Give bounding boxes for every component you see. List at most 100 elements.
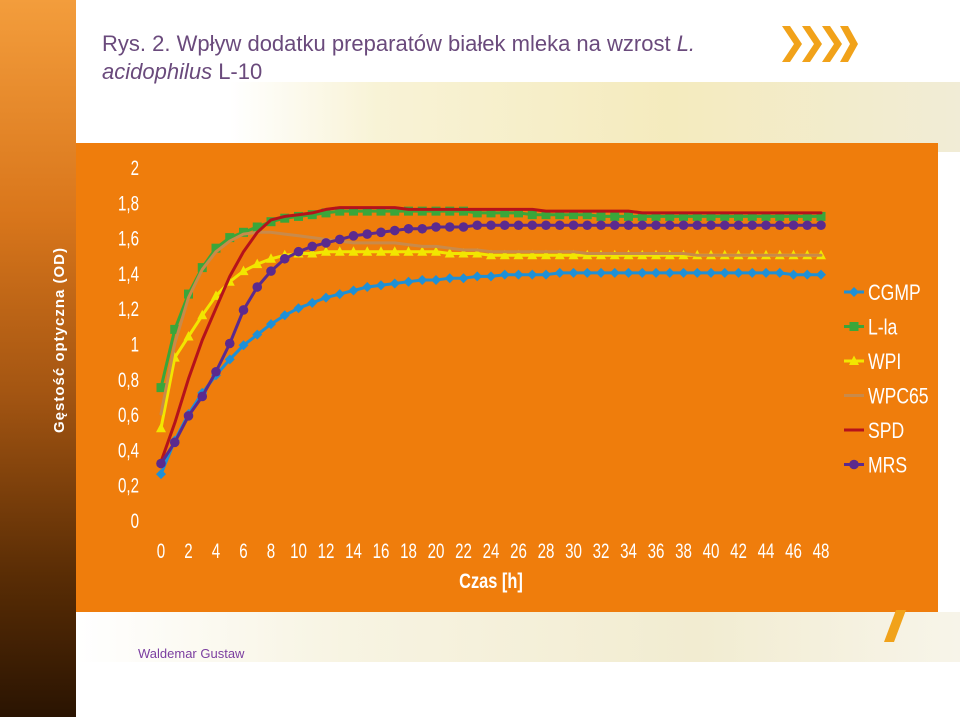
x-tick-label: 46 bbox=[785, 538, 802, 562]
x-tick-label: 38 bbox=[675, 538, 692, 562]
series-l-la-marker bbox=[582, 210, 592, 220]
legend-l-la-label: L-la bbox=[868, 316, 898, 340]
x-tick-label: 30 bbox=[565, 538, 582, 562]
series-wpi-marker bbox=[431, 246, 441, 256]
series-cgmp-marker bbox=[252, 329, 263, 340]
series-mrs-marker bbox=[692, 220, 703, 231]
series-cgmp-marker bbox=[417, 274, 428, 285]
title-strain: L-10 bbox=[212, 59, 263, 84]
series-cgmp-marker bbox=[279, 310, 290, 321]
series-l-la-marker bbox=[706, 211, 716, 221]
x-tick-label: 34 bbox=[620, 538, 637, 562]
series-cgmp-marker bbox=[596, 267, 606, 278]
series-l-la-marker bbox=[651, 211, 661, 221]
series-cgmp-marker bbox=[651, 267, 661, 278]
series-l-la-marker bbox=[802, 211, 812, 221]
series-wpi-marker bbox=[197, 309, 208, 320]
series-mrs-marker bbox=[403, 223, 414, 234]
x-axis-label: Czas [h] bbox=[459, 569, 523, 592]
corner-slash-icon bbox=[884, 610, 906, 642]
x-tick-label: 0 bbox=[157, 538, 165, 562]
series-l-la-marker bbox=[679, 211, 688, 221]
series-mrs-marker bbox=[541, 220, 551, 231]
series-mrs-marker bbox=[279, 253, 290, 264]
series-cgmp-marker bbox=[321, 292, 331, 303]
series-wpi-marker bbox=[472, 247, 483, 258]
series-mrs-marker bbox=[321, 238, 331, 248]
series-mrs-marker bbox=[733, 220, 744, 231]
series-l-la-marker bbox=[665, 211, 675, 221]
series-mrs-marker bbox=[568, 220, 579, 231]
series-spd-line bbox=[159, 206, 823, 464]
series-cgmp-marker bbox=[568, 267, 579, 278]
series-cgmp-marker bbox=[389, 278, 400, 289]
y-tick-label: 1,2 bbox=[118, 297, 139, 321]
series-mrs-marker bbox=[389, 225, 400, 236]
legend-wpc65-label: WPC65 bbox=[868, 385, 929, 409]
legend-mrs-marker bbox=[849, 459, 859, 470]
chevrons-logo-icon bbox=[782, 26, 858, 62]
series-cgmp-marker bbox=[788, 269, 799, 280]
series-mrs-marker bbox=[678, 220, 689, 231]
legend-wpi-marker bbox=[849, 355, 859, 365]
series-cgmp-marker bbox=[623, 267, 634, 278]
series-cgmp-marker bbox=[307, 297, 318, 308]
series-mrs-marker bbox=[472, 220, 483, 231]
series-l-la-marker bbox=[459, 206, 468, 216]
author-name: Waldemar Gustaw bbox=[138, 646, 245, 661]
series-l-la-marker bbox=[390, 206, 400, 216]
x-tick-label: 4 bbox=[212, 538, 220, 562]
series-l-la-marker bbox=[445, 206, 455, 216]
series-mrs-marker bbox=[637, 220, 648, 231]
series-wpi-marker bbox=[513, 249, 524, 260]
series-mrs-marker bbox=[183, 411, 194, 421]
series-cgmp-marker bbox=[458, 273, 469, 284]
series-mrs-marker bbox=[458, 222, 469, 232]
legend-spd-marker bbox=[850, 428, 858, 432]
series-l-la-marker bbox=[362, 206, 372, 216]
series-mrs-marker bbox=[706, 220, 716, 231]
series-mrs-marker bbox=[169, 437, 180, 448]
y-tick-label: 1,8 bbox=[118, 191, 139, 215]
series-l-la-marker bbox=[404, 206, 413, 216]
series-wpi-marker bbox=[348, 246, 359, 256]
series-cgmp-marker bbox=[582, 267, 593, 278]
x-tick-label: 44 bbox=[758, 538, 775, 562]
series-wpi-marker bbox=[183, 330, 194, 341]
series-cgmp-marker bbox=[499, 269, 510, 280]
series-mrs-marker bbox=[719, 220, 730, 231]
growth-chart: 00,20,40,60,811,21,41,61,820 2 4 6 8 10 12 14 16… bbox=[118, 155, 929, 592]
x-tick-label: 48 bbox=[813, 538, 830, 562]
series-cgmp-marker bbox=[348, 285, 359, 296]
series-l-la-marker bbox=[486, 208, 496, 218]
x-tick-label: 26 bbox=[510, 538, 527, 562]
series-l-la-marker bbox=[184, 289, 193, 299]
series-l-la-marker bbox=[307, 210, 317, 220]
x-tick-label: 32 bbox=[593, 538, 610, 562]
series-mrs-marker bbox=[376, 227, 386, 238]
series-mrs-marker bbox=[417, 223, 428, 234]
series-wpi-marker bbox=[541, 249, 551, 260]
series-wpi-marker bbox=[156, 422, 166, 433]
series-wpi-marker bbox=[362, 246, 373, 256]
series-cgmp-marker bbox=[609, 267, 620, 278]
series-mrs-marker bbox=[499, 220, 510, 231]
series-cgmp-marker bbox=[637, 267, 648, 278]
series-l-la-marker bbox=[239, 227, 248, 237]
x-tick-label: 2 bbox=[184, 538, 192, 562]
series-mrs-marker bbox=[596, 220, 606, 231]
series-mrs-marker bbox=[266, 266, 276, 276]
series-l-la-marker bbox=[252, 222, 262, 232]
series-l-la-marker bbox=[569, 210, 578, 220]
series-cgmp-marker bbox=[747, 267, 758, 278]
series-cgmp-marker bbox=[541, 269, 551, 280]
series-wpi-marker bbox=[499, 249, 510, 260]
series-wpi-marker bbox=[568, 249, 579, 260]
series-cgmp-marker bbox=[719, 267, 730, 278]
series-l-la-marker bbox=[541, 210, 551, 220]
legend-cgmp-label: CGMP bbox=[868, 281, 921, 305]
y-tick-label: 1,4 bbox=[118, 261, 139, 285]
x-tick-label: 36 bbox=[648, 538, 665, 562]
x-tick-label: 28 bbox=[538, 538, 555, 562]
series-l-la-marker bbox=[775, 211, 785, 221]
